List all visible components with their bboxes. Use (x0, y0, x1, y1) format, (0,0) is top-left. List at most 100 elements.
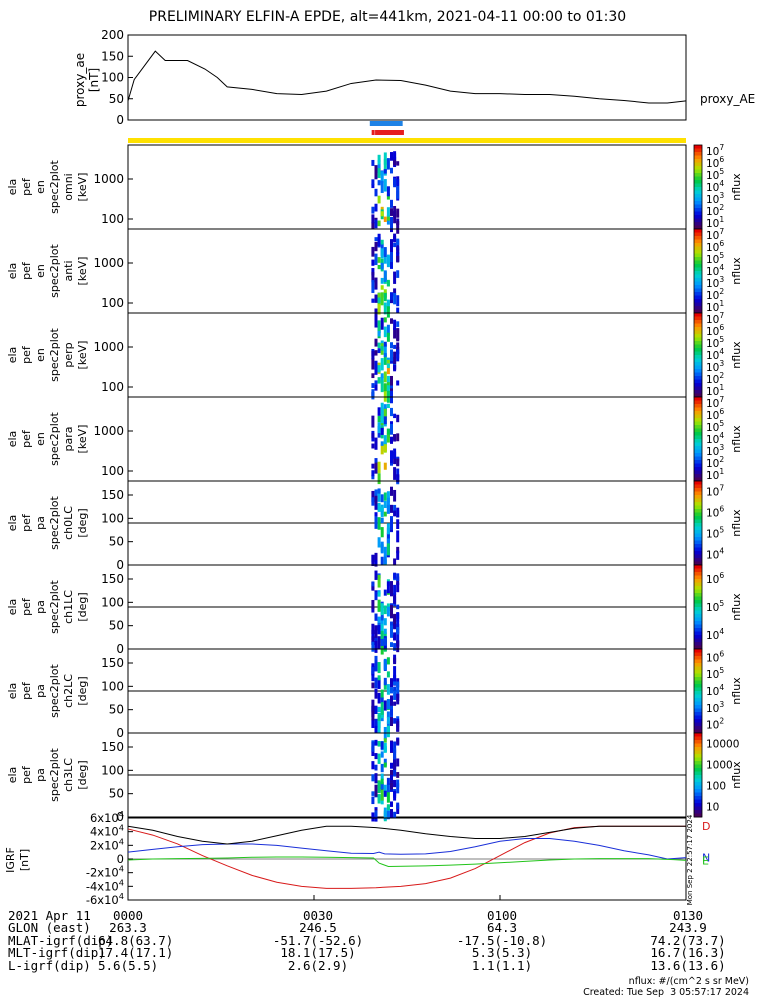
panel-en-perp-pixel (374, 317, 378, 328)
panel-en-para-pixel (386, 432, 390, 443)
panel-en-omni-pixel (377, 195, 381, 204)
igrf-ylabel-unit: [nT] (18, 849, 31, 871)
panel-pa-ch3-ylabel: ela (6, 767, 19, 784)
panel-en-perp-colorbar-band (694, 341, 702, 345)
panel-en-para-pixel (374, 437, 378, 450)
panel-pa-ch2-pixel (377, 677, 381, 689)
panel-en-para-pixel (383, 416, 387, 425)
panel-pa-ch3-colorbar-tick: 1000 (706, 760, 733, 772)
panel-en-omni-ylabel: spec2plot (48, 160, 61, 214)
panel-en-para-ylabel: ela (6, 431, 19, 448)
panel-pa-ch1-pixel (383, 628, 387, 634)
panel-pa-ch0-colorbar-band (694, 481, 702, 485)
panel-pa-ch3-pixel (390, 809, 393, 819)
panel-en-anti-colorbar-band (694, 257, 702, 261)
panel-pa-ch1-colorbar-band (694, 596, 702, 601)
panel-en-omni-pixel (390, 216, 393, 230)
panel-pa-ch0-pixel (386, 543, 390, 556)
footer-row-value: 263.3 (109, 920, 147, 936)
panel-pa-ch1-pixel (374, 591, 378, 601)
panel-pa-ch2-pixel (396, 693, 400, 705)
panel-pa-ch1-colorbar-band (694, 631, 702, 636)
panel-pa-ch0-pixel (396, 546, 400, 554)
panel-pa-ch3-pixel (386, 810, 390, 820)
panel-en-anti-pixel (383, 247, 387, 257)
panel-pa-ch0-pixel (374, 552, 378, 561)
panel-en-para-pixel (383, 462, 387, 470)
panel-pa-ch3-pixel (390, 801, 393, 807)
panel-pa-ch1-pixel (383, 637, 387, 646)
panel-pa-ch1-colorbar-band (694, 628, 702, 632)
panel-en-anti-pixel (371, 246, 375, 257)
panel-pa-ch3-colorbar-band (694, 810, 702, 814)
panel-pa-ch2-pixel (386, 671, 390, 678)
panel-en-perp-pixel (396, 349, 400, 359)
panel-pa-ch0-colorbar-band (694, 484, 702, 489)
panel-en-perp-colorbar-band (694, 344, 702, 349)
panel-en-perp-pixel (390, 358, 393, 364)
panel-pa-ch3-ytick-label: 100 (101, 763, 124, 777)
footer-row-value: 13.6(13.6) (650, 957, 726, 973)
panel-en-para-colorbar-band (694, 463, 702, 468)
footer-row-value: 5.3(5.3) (471, 945, 533, 961)
data-coverage-mark (378, 130, 384, 135)
panel-pa-ch1-colorbar-band (694, 575, 702, 580)
panel-pa-ch3-colorbar-band (694, 792, 702, 797)
panel-pa-ch0-pixel (371, 554, 375, 566)
panel-en-para-pixel (383, 445, 387, 452)
panel-pa-ch2-colorbar-band (694, 684, 702, 688)
igrf-series-D (127, 825, 686, 889)
panel-en-anti-pixel (393, 235, 397, 243)
panel-en-omni-pixel (386, 217, 390, 225)
panel-pa-ch2-pixel (371, 671, 375, 682)
panel-en-perp-frame (127, 312, 687, 398)
panel-pa-ch1-pixel (396, 612, 400, 622)
panel-pa-ch1-colorbar-band (694, 568, 702, 573)
panel-en-perp-colorbar-band (694, 348, 702, 352)
panel-pa-ch1-colorbar-band (694, 635, 702, 639)
panel-pa-ch1-pixel (390, 604, 393, 617)
panel-en-anti-colorbar-band (694, 306, 702, 310)
panel-pa-ch3-ylabel: pef (20, 765, 33, 784)
panel-en-perp-pixel (371, 357, 375, 370)
panel-en-anti-pixel (390, 297, 393, 304)
panel-pa-ch3-colorbar-band (694, 785, 702, 790)
panel-pa-ch0-pixel (380, 506, 384, 511)
panel-pa-ch3-colorbar-band (694, 754, 702, 758)
panel-pa-ch0-colorbar-band (694, 491, 702, 496)
panel-pa-ch1-pixel (371, 641, 375, 652)
panel-en-omni-colorbar-band (694, 145, 702, 149)
panel-en-omni-pixel (371, 222, 375, 229)
panel-pa-ch1-pixel (374, 640, 378, 653)
panel-pa-ch0-zlabel: nflux (730, 509, 743, 537)
data-coverage-mark (388, 130, 394, 135)
panel-en-omni-pixel (371, 159, 375, 166)
panel-pa-ch3-pixel (374, 773, 378, 784)
panel-en-omni-pixel (380, 180, 384, 193)
panel-pa-ch3-pixel (371, 812, 375, 822)
panel-en-para-colorbar-band (694, 467, 702, 471)
panel-en-anti-colorbar-band (694, 250, 702, 254)
panel-pa-ch2-pixel (386, 699, 390, 710)
panel-en-omni-pixel (386, 207, 390, 217)
panel-en-anti-colorbar-band (694, 302, 702, 307)
panel-en-perp-pixel (386, 332, 390, 342)
panel-en-omni-colorbar-band (694, 197, 702, 202)
panel-pa-ch3-pixel (393, 761, 397, 770)
panel-en-perp-pixel (374, 384, 378, 391)
proxy-ae-ytick-label: 200 (101, 28, 124, 42)
panel-en-anti-colorbar-band (694, 246, 702, 251)
panel-pa-ch0-pixel (383, 554, 387, 565)
panel-en-para-colorbar-band (694, 477, 702, 482)
panel-en-para-pixel (390, 451, 393, 464)
panel-en-para-pixel (396, 474, 400, 483)
panel-pa-ch3-colorbar-band (694, 796, 702, 800)
panel-pa-ch0-pixel (383, 500, 387, 509)
panel-pa-ch3-pixel (383, 738, 387, 743)
panel-en-para-pixel (371, 463, 375, 469)
panel-en-para-pixel (390, 460, 393, 466)
panel-en-para-pixel (371, 474, 375, 480)
panel-pa-ch2-pixel (377, 721, 381, 734)
panel-pa-ch0-colorbar-band (694, 558, 702, 562)
panel-en-omni-pixel (374, 188, 378, 197)
